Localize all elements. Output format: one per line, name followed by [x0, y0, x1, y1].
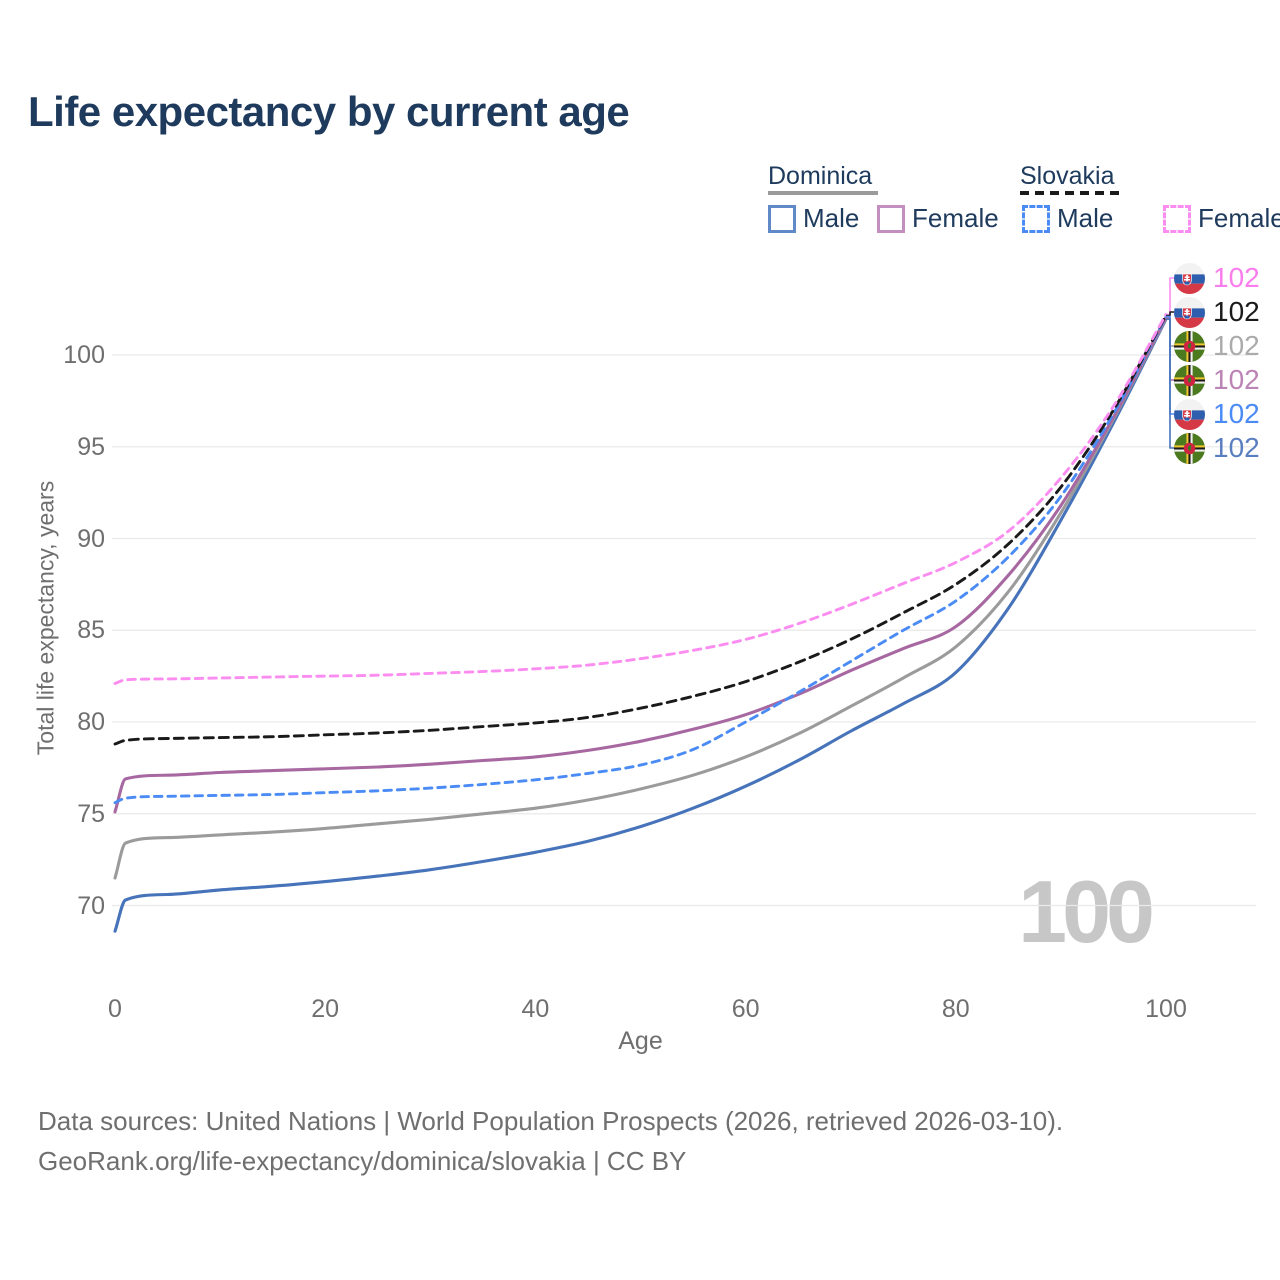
- end-value-label: 102: [1213, 432, 1260, 463]
- legend-swatch-dominica-male: [768, 204, 796, 233]
- series-line-slovakia_male[interactable]: [113, 315, 1168, 805]
- y-tick-label: 70: [77, 891, 105, 920]
- series-line-dominica_male[interactable]: [113, 317, 1168, 933]
- footer-attribution: GeoRank.org/life-expectancy/dominica/slo…: [38, 1146, 687, 1176]
- legend-item-slovakia-female[interactable]: Female: [1163, 203, 1280, 234]
- page-title: Life expectancy by current age: [28, 88, 630, 135]
- end-value-label: 102: [1213, 296, 1260, 327]
- x-tick-label: 100: [1145, 995, 1187, 1023]
- legend-underline-slovakia: [1020, 191, 1120, 195]
- y-tick-label: 80: [77, 708, 105, 736]
- end-label-row-dominica_male: 102: [1174, 431, 1260, 465]
- slovakia-flag-icon: [1174, 398, 1205, 430]
- series-line-slovakia_female[interactable]: [113, 313, 1168, 685]
- y-axis-title: Total life expectancy, years: [32, 480, 59, 756]
- footer-sources: Data sources: United Nations | World Pop…: [38, 1106, 1064, 1136]
- y-tick-label: 90: [77, 524, 105, 553]
- legend-label: Female: [1198, 203, 1280, 233]
- y-tick-label: 85: [77, 616, 105, 645]
- end-value-label: 102: [1213, 330, 1260, 361]
- series-line-dominica_female[interactable]: [113, 315, 1168, 814]
- x-tick-label: 0: [108, 995, 122, 1023]
- label-connector: [1166, 277, 1177, 316]
- label-connector: [1166, 311, 1177, 317]
- end-value-label: 102: [1213, 262, 1260, 293]
- slovakia-flag-icon: [1174, 296, 1205, 328]
- slovakia-flag-icon: [1174, 262, 1205, 294]
- x-axis-title: Age: [618, 1027, 663, 1055]
- legend-label: Male: [803, 203, 860, 233]
- y-tick-label: 95: [77, 432, 105, 461]
- y-tick-label: 100: [63, 341, 105, 369]
- legend-swatch-slovakia-male: [1022, 204, 1050, 233]
- end-value-label: 102: [1213, 364, 1260, 395]
- legend-country-dominica: Dominica: [768, 162, 873, 190]
- series-line-slovakia_total[interactable]: [113, 314, 1168, 746]
- label-connector: [1166, 318, 1177, 449]
- age-watermark: 100: [1018, 862, 1155, 961]
- legend-label: Female: [912, 203, 999, 233]
- legend-label: Male: [1057, 203, 1114, 233]
- dominica-flag-icon: [1174, 330, 1205, 362]
- dominica-flag-icon: [1174, 432, 1205, 464]
- legend-item-dominica-female[interactable]: Female: [877, 203, 999, 234]
- legend-country-slovakia: Slovakia: [1020, 162, 1115, 190]
- end-label-row-dominica_female: 102: [1174, 363, 1260, 397]
- legend-item-dominica-male[interactable]: Male: [768, 203, 859, 234]
- end-label-row-slovakia_total: 102: [1174, 295, 1260, 329]
- x-tick-label: 80: [941, 995, 970, 1023]
- legend-swatch-slovakia-female: [1163, 204, 1191, 233]
- series-line-dominica_total[interactable]: [113, 316, 1168, 880]
- end-value-label: 102: [1213, 398, 1260, 429]
- end-label-row-dominica_total: 102: [1174, 329, 1260, 363]
- dominica-flag-icon: [1174, 364, 1205, 396]
- x-tick-label: 60: [731, 995, 760, 1023]
- end-label-row-slovakia_male: 102: [1174, 397, 1260, 431]
- legend-swatch-dominica-female: [877, 204, 905, 233]
- legend-underline-dominica: [768, 191, 878, 195]
- x-tick-label: 40: [521, 995, 550, 1023]
- end-label-row-slovakia_female: 102: [1174, 261, 1260, 295]
- y-tick-label: 75: [77, 799, 105, 828]
- legend-item-slovakia-male[interactable]: Male: [1022, 203, 1113, 234]
- x-tick-label: 20: [311, 995, 340, 1023]
